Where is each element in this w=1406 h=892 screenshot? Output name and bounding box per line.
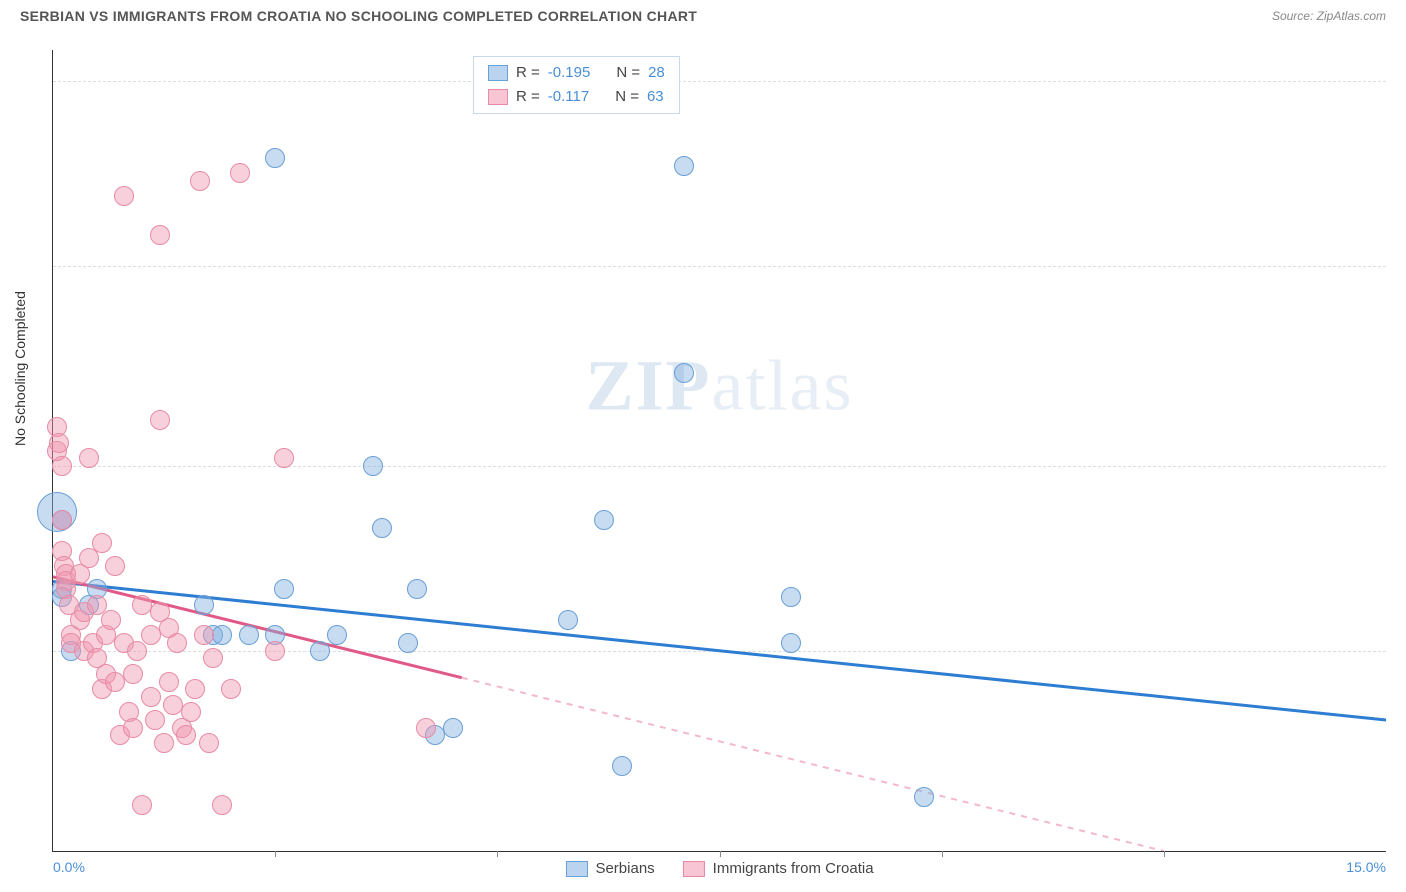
data-point xyxy=(185,679,205,699)
stats-r-value: -0.117 xyxy=(548,85,589,109)
data-point xyxy=(190,171,210,191)
data-point xyxy=(327,625,347,645)
data-point xyxy=(150,410,170,430)
scatter-chart: ZIPatlas 1.3%2.5%3.8%5.0% R =-0.195N =28… xyxy=(52,50,1386,852)
data-point xyxy=(265,148,285,168)
x-tick xyxy=(1164,851,1165,857)
data-point xyxy=(203,648,223,668)
stats-n-value: 28 xyxy=(648,61,665,85)
data-point xyxy=(310,641,330,661)
data-point xyxy=(105,556,125,576)
stats-r-label: R = xyxy=(516,61,540,85)
data-point xyxy=(194,625,214,645)
legend-swatch xyxy=(565,861,587,877)
data-point xyxy=(141,687,161,707)
data-point xyxy=(443,718,463,738)
source-label: Source: ZipAtlas.com xyxy=(1272,9,1386,23)
data-point xyxy=(274,448,294,468)
data-point xyxy=(123,664,143,684)
legend-item: Serbians xyxy=(565,860,654,877)
stats-r-value: -0.195 xyxy=(548,61,591,85)
data-point xyxy=(558,610,578,630)
data-point xyxy=(914,787,934,807)
stats-n-value: 63 xyxy=(647,85,664,109)
chart-header: SERBIAN VS IMMIGRANTS FROM CROATIA NO SC… xyxy=(0,0,1406,28)
data-point xyxy=(674,363,694,383)
data-point xyxy=(230,163,250,183)
data-point xyxy=(781,587,801,607)
stats-r-label: R = xyxy=(516,85,540,109)
data-point xyxy=(79,448,99,468)
scatter-points xyxy=(53,50,1386,851)
data-point xyxy=(674,156,694,176)
data-point xyxy=(212,795,232,815)
legend-swatch xyxy=(683,861,705,877)
legend-label: Immigrants from Croatia xyxy=(713,860,874,877)
stats-row: R = -0.117 N = 63 xyxy=(488,85,665,109)
data-point xyxy=(101,610,121,630)
data-point xyxy=(212,625,232,645)
x-axis-min-label: 0.0% xyxy=(53,859,85,875)
data-point xyxy=(52,510,72,530)
x-tick xyxy=(720,851,721,857)
legend-swatch xyxy=(488,89,508,105)
data-point xyxy=(123,718,143,738)
data-point xyxy=(159,672,179,692)
data-point xyxy=(154,733,174,753)
legend-item: Immigrants from Croatia xyxy=(683,860,874,877)
x-tick xyxy=(497,851,498,857)
data-point xyxy=(167,633,187,653)
data-point xyxy=(145,710,165,730)
y-axis-title: No Schooling Completed xyxy=(12,291,28,446)
data-point xyxy=(398,633,418,653)
stats-legend-box: R = -0.195 N = 28 R = -0.117 N = 63 xyxy=(473,56,680,114)
data-point xyxy=(199,733,219,753)
stats-n-label: N = xyxy=(615,85,639,109)
data-point xyxy=(49,433,69,453)
data-point xyxy=(181,702,201,722)
data-point xyxy=(416,718,436,738)
data-point xyxy=(781,633,801,653)
data-point xyxy=(239,625,259,645)
data-point xyxy=(194,595,214,615)
data-point xyxy=(52,456,72,476)
x-axis-max-label: 15.0% xyxy=(1346,859,1386,875)
x-tick xyxy=(275,851,276,857)
data-point xyxy=(92,533,112,553)
legend-swatch xyxy=(488,65,508,81)
data-point xyxy=(132,795,152,815)
bottom-legend: Serbians Immigrants from Croatia xyxy=(565,860,873,877)
chart-title: SERBIAN VS IMMIGRANTS FROM CROATIA NO SC… xyxy=(20,8,697,24)
data-point xyxy=(274,579,294,599)
data-point xyxy=(372,518,392,538)
stats-n-label: N = xyxy=(616,61,640,85)
data-point xyxy=(114,186,134,206)
x-tick xyxy=(942,851,943,857)
data-point xyxy=(407,579,427,599)
data-point xyxy=(363,456,383,476)
data-point xyxy=(265,641,285,661)
data-point xyxy=(221,679,241,699)
data-point xyxy=(594,510,614,530)
legend-label: Serbians xyxy=(595,860,654,877)
data-point xyxy=(176,725,196,745)
data-point xyxy=(150,225,170,245)
stats-row: R = -0.195 N = 28 xyxy=(488,61,665,85)
data-point xyxy=(612,756,632,776)
